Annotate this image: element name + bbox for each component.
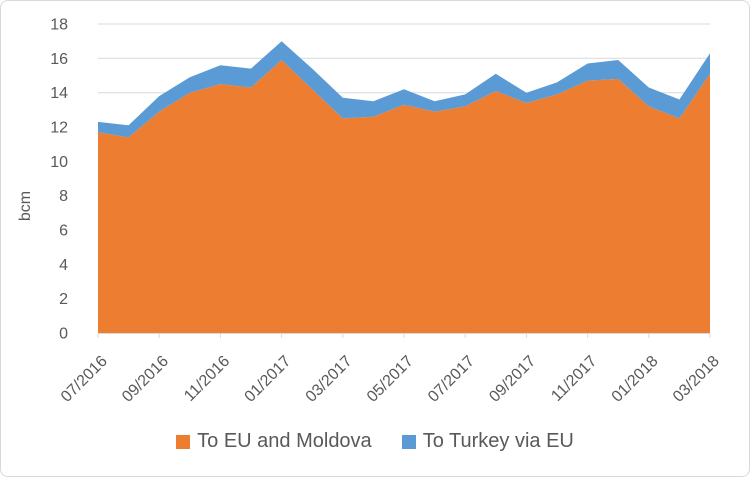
area-series-1 xyxy=(98,41,710,138)
y-tick-label: 16 xyxy=(50,51,68,68)
x-tick-label: 01/2018 xyxy=(609,353,662,406)
x-tick-label: 11/2017 xyxy=(548,353,600,405)
legend-label-turkey: To Turkey via EU xyxy=(422,430,574,452)
y-tick-label: 18 xyxy=(50,17,68,34)
y-tick-label: 14 xyxy=(50,85,68,102)
x-tick-label: 07/2017 xyxy=(425,353,478,406)
legend-swatch-orange-icon xyxy=(176,434,191,449)
y-axis-title: bcm xyxy=(17,190,34,222)
x-tick-label: 09/2016 xyxy=(119,353,172,406)
x-tick-label: 05/2017 xyxy=(364,353,417,406)
legend-swatch-blue-icon xyxy=(401,434,416,449)
legend-item-eu-moldova: To EU and Moldova xyxy=(176,430,372,453)
y-tick-label: 6 xyxy=(59,223,68,240)
y-tick-label: 2 xyxy=(59,291,68,308)
legend: To EU and Moldova To Turkey via EU xyxy=(1,430,749,453)
x-tick-label: 03/2018 xyxy=(670,353,723,406)
y-tick-label: 4 xyxy=(59,257,68,274)
x-tick-label: 11/2016 xyxy=(181,353,233,405)
x-tick-label: 07/2016 xyxy=(58,353,111,406)
y-tick-label: 10 xyxy=(50,154,68,171)
y-tick-label: 8 xyxy=(59,188,68,205)
y-tick-label: 0 xyxy=(59,326,68,343)
x-tick-label: 03/2017 xyxy=(303,353,356,406)
y-tick-label: 12 xyxy=(50,120,68,137)
x-tick-label: 01/2017 xyxy=(242,353,295,406)
legend-item-turkey: To Turkey via EU xyxy=(401,430,574,453)
legend-label-eu-moldova: To EU and Moldova xyxy=(197,430,372,452)
x-tick-label: 09/2017 xyxy=(486,353,539,406)
area-series-0 xyxy=(98,60,710,333)
